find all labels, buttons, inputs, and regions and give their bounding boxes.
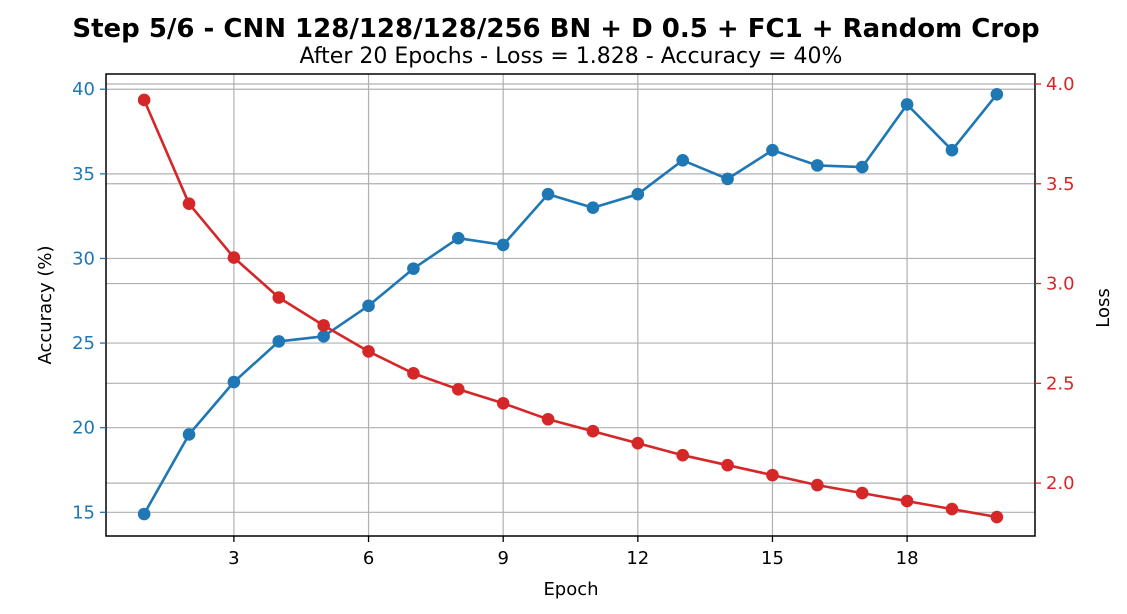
accuracy-point	[586, 201, 600, 214]
y-tick-label: 35	[72, 164, 95, 185]
y2-tick-label: 2.0	[1046, 473, 1075, 494]
loss-point	[631, 436, 645, 450]
accuracy-point	[631, 187, 645, 201]
chart-subtitle: After 20 Epochs - Loss = 1.828 - Accurac…	[300, 44, 843, 69]
accuracy-point	[766, 143, 779, 157]
loss-point	[855, 486, 869, 500]
accuracy-point	[676, 154, 689, 167]
y-tick-label: 30	[72, 248, 95, 269]
loss-point	[362, 345, 375, 358]
accuracy-point	[945, 143, 959, 157]
x-tick-label: 15	[761, 548, 784, 569]
accuracy-point	[137, 507, 151, 521]
x-tick-label: 6	[363, 548, 374, 569]
axis-ticks: 3 6 9 12 15 18 15 20 25 30 35 40 2.0 2.5 3.0 3.5 4.0	[72, 74, 1075, 569]
loss-point	[541, 412, 555, 426]
accuracy-point	[541, 187, 555, 201]
loss-point	[676, 448, 689, 462]
plot-frame	[105, 73, 1036, 537]
loss-point	[496, 396, 510, 410]
accuracy-point	[227, 375, 241, 389]
loss-point	[452, 383, 465, 396]
loss-point	[811, 478, 824, 492]
loss-point	[272, 291, 286, 304]
loss-series-line	[142, 99, 998, 519]
loss-point	[182, 197, 196, 211]
accuracy-point	[452, 231, 465, 245]
accuracy-series-line	[142, 93, 998, 515]
accuracy-point	[362, 299, 375, 313]
loss-point	[407, 367, 420, 380]
accuracy-point	[900, 98, 914, 111]
y2-tick-label: 4.0	[1046, 74, 1075, 95]
x-axis-label: Epoch	[543, 579, 598, 600]
loss-point	[945, 502, 959, 516]
x-tick-label: 9	[497, 548, 508, 569]
x-tick-label: 12	[626, 548, 649, 569]
loss-point	[586, 424, 600, 438]
loss-point	[766, 468, 779, 482]
loss-point	[990, 510, 1004, 524]
loss-point	[137, 93, 151, 107]
grid	[106, 74, 1035, 536]
accuracy-point	[272, 335, 286, 348]
accuracy-point	[721, 172, 734, 186]
accuracy-point	[407, 262, 420, 275]
accuracy-point	[990, 88, 1004, 101]
accuracy-point	[182, 428, 196, 441]
loss-point	[227, 251, 241, 264]
accuracy-point	[811, 159, 824, 172]
loss-point	[900, 494, 914, 508]
y-axis-label: Accuracy (%)	[35, 245, 56, 364]
loss-point	[317, 319, 330, 332]
accuracy-point	[496, 238, 510, 252]
accuracy-point	[855, 160, 869, 174]
y2-tick-label: 3.5	[1046, 174, 1075, 195]
loss-point	[721, 458, 734, 472]
y2-tick-label: 3.0	[1046, 274, 1075, 295]
y2-tick-label: 2.5	[1046, 373, 1075, 394]
x-tick-label: 3	[228, 548, 239, 569]
plot-series	[137, 88, 1004, 524]
y-tick-label: 25	[72, 333, 95, 354]
y-tick-label: 15	[72, 502, 95, 523]
chart-title: Step 5/6 - CNN 128/128/128/256 BN + D 0.…	[72, 14, 1039, 44]
x-tick-label: 18	[896, 548, 919, 569]
accuracy-point	[317, 330, 330, 343]
y-tick-label: 40	[72, 79, 95, 100]
y2-axis-label: Loss	[1093, 288, 1114, 327]
y-tick-label: 20	[72, 418, 95, 439]
